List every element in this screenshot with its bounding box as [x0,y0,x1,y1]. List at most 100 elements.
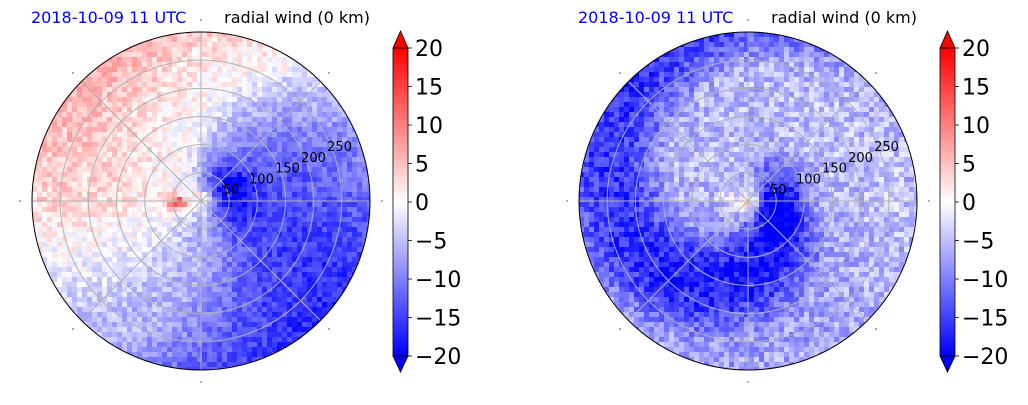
field-cell [217,157,223,163]
field-cell [779,77,785,83]
field-cell [302,272,308,278]
field-cell [52,257,58,263]
field-cell [187,347,193,353]
field-cell [317,262,323,268]
field-cell [262,162,268,168]
field-cell [242,47,248,53]
radial-tick-50: 50 [223,183,240,198]
field-cell [674,52,680,58]
field-cell [674,102,680,108]
field-cell [207,42,213,48]
field-cell [62,207,68,213]
field-cell [604,117,610,123]
field-cell [202,187,208,193]
field-cell [177,157,183,163]
field-cell [122,92,128,98]
field-cell [292,132,298,138]
field-cell [47,147,53,153]
field-cell [67,312,73,318]
field-cell [362,202,368,208]
field-cell [302,82,308,88]
field-cell [77,217,83,223]
field-cell [794,32,800,38]
field-cell [247,352,253,358]
field-cell [357,172,363,178]
field-cell [232,57,238,63]
field-cell [62,177,68,183]
field-cell [634,102,640,108]
field-cell [197,247,203,253]
field-cell [237,252,243,258]
field-cell [177,322,183,328]
field-cell [729,97,735,103]
field-cell [157,97,163,103]
field-cell [322,237,328,243]
field-cell [799,122,805,128]
field-cell [162,67,168,73]
field-cell [167,182,173,188]
field-cell [242,222,248,228]
field-cell [764,67,770,73]
field-cell [192,87,198,93]
field-cell [639,82,645,88]
field-cell [839,127,845,133]
field-cell [137,302,143,308]
field-cell [779,67,785,73]
field-cell [859,132,865,138]
field-cell [217,112,223,118]
field-cell [779,82,785,88]
field-cell [132,52,138,58]
field-cell [237,282,243,288]
field-cell [107,77,113,83]
field-cell [167,132,173,138]
field-cell [342,192,348,198]
field-cell [724,77,730,83]
field-cell [347,192,353,198]
field-cell [172,232,178,238]
field-cell [659,142,665,148]
field-cell [92,187,98,193]
field-cell [202,357,208,363]
field-cell [82,142,88,148]
field-cell [794,77,800,83]
field-cell [152,122,158,128]
field-cell [232,117,238,123]
field-cell [192,317,198,323]
field-cell [729,72,735,78]
field-cell [107,197,113,203]
field-cell [252,92,258,98]
field-cell [634,142,640,148]
field-cell [202,317,208,323]
field-cell [182,202,188,208]
field-cell [67,162,73,168]
field-cell [162,87,168,93]
field-cell [162,147,168,153]
field-cell [227,132,233,138]
field-cell [52,292,58,298]
field-cell [47,182,53,188]
field-cell [644,92,650,98]
field-cell [267,227,273,233]
field-cell [42,212,48,218]
field-cell [232,312,238,318]
field-cell [107,117,113,123]
field-cell [202,102,208,108]
field-cell [257,197,263,203]
field-cell [152,187,158,193]
field-cell [217,347,223,353]
field-cell [222,122,228,128]
field-cell [97,277,103,283]
field-cell [87,302,93,308]
field-cell [307,262,313,268]
field-cell [644,137,650,143]
field-cell [599,147,605,153]
field-cell [97,202,103,208]
field-cell [262,192,268,198]
field-cell [719,142,725,148]
field-cell [217,242,223,248]
field-cell [809,92,815,98]
field-cell [754,77,760,83]
field-cell [292,232,298,238]
field-cell [639,72,645,78]
field-cell [347,167,353,173]
